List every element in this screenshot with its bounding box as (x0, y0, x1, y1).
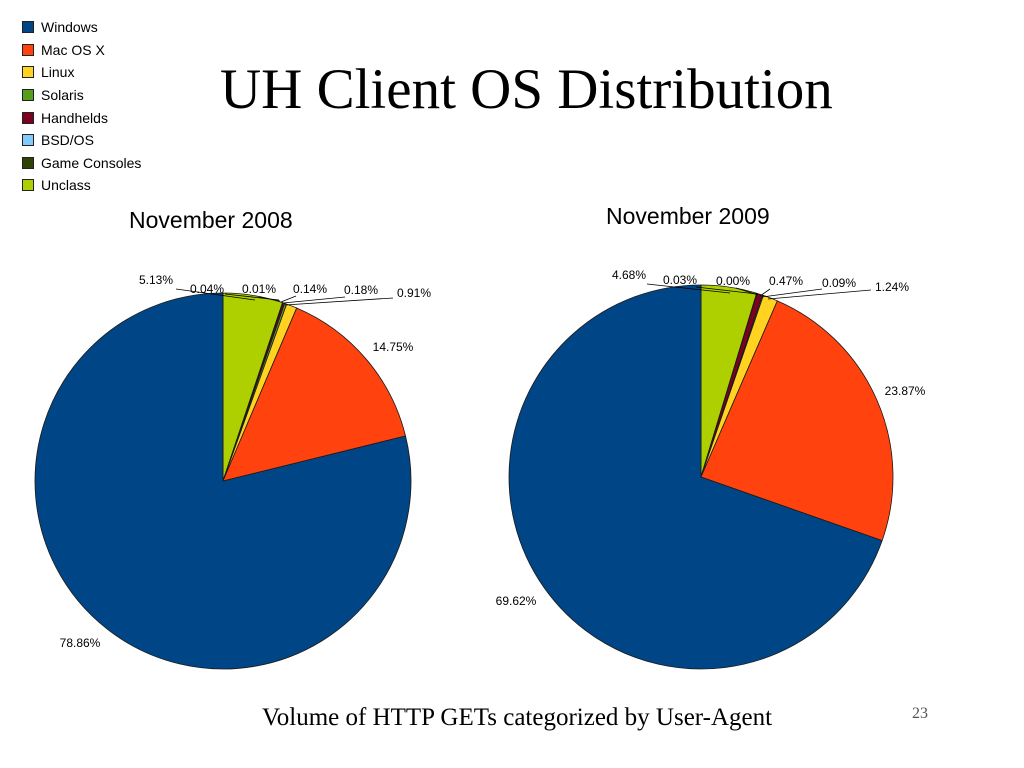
data-label: 5.13% (139, 273, 173, 287)
legend-swatch (22, 43, 34, 56)
data-label: 0.04% (190, 282, 224, 296)
legend-swatch (22, 156, 34, 169)
data-label: 0.47% (769, 274, 803, 288)
data-label: 0.91% (397, 286, 431, 300)
caption: Volume of HTTP GETs categorized by User-… (261, 704, 773, 731)
data-label: 78.86% (60, 636, 101, 650)
legend-item-linux: Linux (22, 61, 141, 84)
data-label: 1.24% (875, 280, 909, 294)
data-label: 0.09% (822, 276, 856, 290)
legend-label: Windows (41, 19, 98, 36)
data-label: 4.68% (612, 268, 646, 282)
data-label: 0.01% (242, 282, 276, 296)
slice-mac-os-x (222, 307, 407, 482)
legend-item-unclass: Unclass (22, 174, 141, 197)
legend-label: Game Consoles (41, 154, 142, 171)
data-label: 0.18% (344, 283, 378, 297)
legend-swatch (22, 179, 34, 192)
legend-label: Solaris (41, 87, 84, 104)
legend-label: Handhelds (41, 109, 108, 126)
legend-swatch (22, 89, 34, 102)
data-label: 0.14% (293, 282, 327, 296)
label-leader-line (759, 288, 771, 297)
label-leader-line (761, 288, 823, 298)
label-leader-line (646, 283, 731, 294)
data-label: 23.87% (885, 384, 926, 398)
pie-0 (34, 292, 412, 670)
legend-swatch (22, 21, 34, 34)
label-leader-line (284, 297, 394, 306)
legend: Windows Mac OS X Linux Solaris Handhelds… (22, 16, 141, 197)
legend-label: Linux (41, 64, 75, 81)
legend-item-mac-os-x: Mac OS X (22, 39, 141, 62)
chart-title-2008: November 2008 (129, 207, 293, 233)
slice-windows (34, 292, 412, 670)
legend-item-bsd-os: BSD/OS (22, 129, 141, 152)
legend-swatch (22, 66, 34, 79)
slice-windows (508, 284, 883, 670)
data-label: 14.75% (373, 340, 414, 354)
legend-label: BSD/OS (41, 132, 94, 149)
slice-mac-os-x (700, 300, 894, 542)
legend-item-handhelds: Handhelds (22, 106, 141, 129)
legend-swatch (22, 111, 34, 124)
legend-swatch (22, 134, 34, 147)
data-label: 69.62% (496, 594, 537, 608)
label-leader-line (280, 295, 297, 303)
legend-label: Unclass (41, 177, 91, 194)
legend-item-windows: Windows (22, 16, 141, 39)
page-title: UH Client OS Distribution (220, 58, 833, 121)
label-leader-line (175, 288, 256, 301)
label-leader-line (224, 293, 280, 301)
data-label: 0.03% (663, 273, 697, 287)
legend-item-solaris: Solaris (22, 84, 141, 107)
label-leader-line (695, 286, 758, 295)
label-leader-line (282, 296, 346, 304)
pie-1 (508, 284, 894, 670)
data-label: 0.00% (716, 274, 750, 288)
legend-item-game-consoles: Game Consoles (22, 152, 141, 175)
chart-title-2009: November 2009 (606, 203, 770, 229)
legend-label: Mac OS X (41, 41, 105, 58)
label-leader-line (767, 289, 872, 300)
page-number: 23 (912, 705, 928, 722)
